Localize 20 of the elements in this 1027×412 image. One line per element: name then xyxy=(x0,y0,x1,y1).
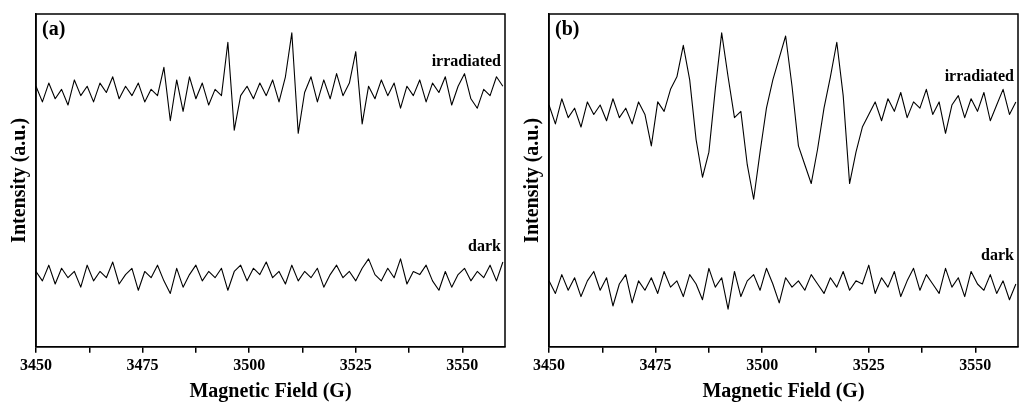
annotation: (a) xyxy=(42,17,66,41)
x-tick-label: 3500 xyxy=(233,355,266,373)
x-tick-label: 3550 xyxy=(446,355,479,373)
series-label: irradiated xyxy=(431,51,502,69)
y-axis-title: Intensity (a.u.) xyxy=(7,117,31,243)
x-tick-label: 3475 xyxy=(126,355,159,373)
series-label: dark xyxy=(468,237,502,255)
series-label: dark xyxy=(981,246,1015,264)
x-axis-title: Magnetic Field (G) xyxy=(702,379,865,403)
x-tick-label: 3450 xyxy=(20,355,52,373)
x-tick-label: 3525 xyxy=(852,355,885,373)
x-tick-label: 3550 xyxy=(959,355,992,373)
x-tick-label: 3525 xyxy=(339,355,372,373)
x-axis-title: Magnetic Field (G) xyxy=(189,379,352,403)
x-tick-label: 3475 xyxy=(639,355,672,373)
x-tick-label: 3500 xyxy=(746,355,779,373)
series-label: irradiated xyxy=(944,67,1015,85)
annotation: (b) xyxy=(555,17,580,41)
x-tick-label: 3450 xyxy=(533,355,565,373)
y-axis-title: Intensity (a.u.) xyxy=(520,117,544,243)
